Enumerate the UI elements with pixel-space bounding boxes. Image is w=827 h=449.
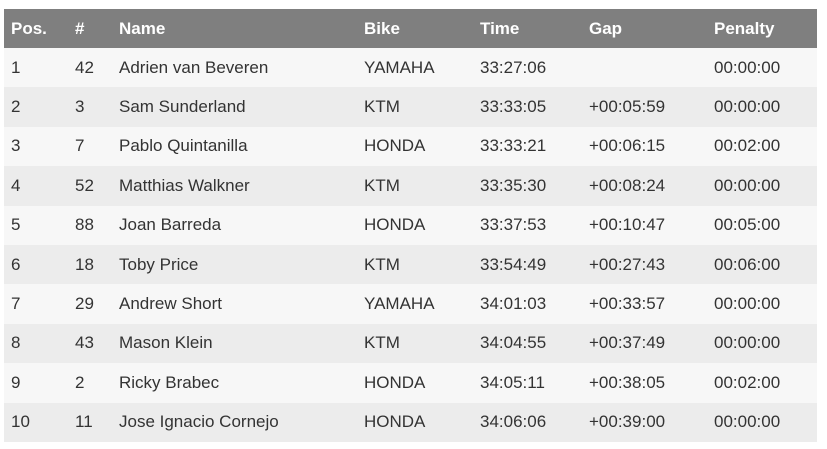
table-cell: 43 <box>68 323 112 364</box>
table-cell: 33:54:49 <box>473 244 582 285</box>
results-table: Pos. # Name Bike Time Gap Penalty 1 42 Adrien va… <box>4 9 817 442</box>
header-cell: Gap <box>582 9 707 48</box>
table-cell: +00:38:05 <box>582 363 707 403</box>
table-cell: 33:27:06 <box>473 48 582 88</box>
table-cell: YAMAHA <box>357 284 473 324</box>
table-cell: 00:00:00 <box>707 87 817 127</box>
table-cell: 00:05:00 <box>707 205 817 245</box>
table-cell: 42 <box>68 48 112 88</box>
table-cell: 00:00:00 <box>707 323 817 364</box>
table-row: 7 29 Andrew Short YAMAHA 34:01:03 +00:33:57 00… <box>4 284 817 324</box>
table-cell: Toby Price <box>112 244 357 285</box>
table-cell: 00:00:00 <box>707 166 817 206</box>
empty-cell <box>582 48 707 88</box>
table-cell: 52 <box>68 166 112 206</box>
table-cell: KTM <box>357 166 473 206</box>
table-cell: 8 <box>4 323 68 364</box>
table-row: 4 52 Matthias Walkner KTM 33:35:30 +00:08:24 0… <box>4 166 817 206</box>
table-cell: 34:04:55 <box>473 323 582 364</box>
table-cell: KTM <box>357 323 473 364</box>
header-cell: # <box>68 9 112 48</box>
table-row: 2 3 Sam Sunderland KTM 33:33:05 +00:05:59 00:0… <box>4 87 817 127</box>
table-row: 5 88 Joan Barreda HONDA 33:37:53 +00:10:47 00:… <box>4 205 817 245</box>
table-cell: YAMAHA <box>357 48 473 88</box>
table-cell: 00:00:00 <box>707 48 817 88</box>
table-cell: 29 <box>68 284 112 324</box>
table-cell: +00:05:59 <box>582 87 707 127</box>
table-cell: 34:01:03 <box>473 284 582 324</box>
table-cell: HONDA <box>357 402 473 442</box>
table-cell: 88 <box>68 205 112 245</box>
table-cell: 33:37:53 <box>473 205 582 245</box>
table-cell: 18 <box>68 244 112 285</box>
table-cell: 00:00:00 <box>707 284 817 324</box>
table-cell: Joan Barreda <box>112 205 357 245</box>
table-cell: +00:08:24 <box>582 166 707 206</box>
table-cell: Andrew Short <box>112 284 357 324</box>
table-row: 6 18 Toby Price KTM 33:54:49 +00:27:43 00:06:0… <box>4 244 817 285</box>
table-cell: 9 <box>4 363 68 403</box>
table-cell: 00:06:00 <box>707 244 817 285</box>
table-cell: 34:06:06 <box>473 402 582 442</box>
header-cell: Bike <box>357 9 473 48</box>
table-cell: 4 <box>4 166 68 206</box>
table-cell: 00:00:00 <box>707 402 817 442</box>
table-cell: 00:02:00 <box>707 126 817 167</box>
table-row: 10 11 Jose Ignacio Cornejo HONDA 34:06:06 +00… <box>4 402 817 442</box>
table-row: 8 43 Mason Klein KTM 34:04:55 +00:37:49 00:00:… <box>4 323 817 364</box>
table-row: 1 42 Adrien van Beveren YAMAHA 33:27:06 00:00… <box>4 48 817 88</box>
table-cell: 33:35:30 <box>473 166 582 206</box>
table-cell: 1 <box>4 48 68 88</box>
table-cell: 3 <box>68 87 112 127</box>
header-cell: Time <box>473 9 582 48</box>
table-cell: 5 <box>4 205 68 245</box>
table-cell: +00:33:57 <box>582 284 707 324</box>
table-body: 1 42 Adrien van Beveren YAMAHA 33:27:06 00:00… <box>4 48 817 442</box>
table-cell: Ricky Brabec <box>112 363 357 403</box>
table-cell: +00:06:15 <box>582 126 707 167</box>
table-row: 3 7 Pablo Quintanilla HONDA 33:33:21 +00:06:1… <box>4 126 817 167</box>
table-cell: 00:02:00 <box>707 363 817 403</box>
table-cell: 34:05:11 <box>473 363 582 403</box>
table-cell: 3 <box>4 126 68 167</box>
table-cell: Sam Sunderland <box>112 87 357 127</box>
table-cell: Jose Ignacio Cornejo <box>112 402 357 442</box>
table-cell: 2 <box>4 87 68 127</box>
table-cell: +00:39:00 <box>582 402 707 442</box>
header-row: Pos. # Name Bike Time Gap Penalty <box>4 9 817 48</box>
table-cell: 7 <box>68 126 112 167</box>
table-cell: 33:33:05 <box>473 87 582 127</box>
table-cell: +00:27:43 <box>582 244 707 285</box>
table-cell: Pablo Quintanilla <box>112 126 357 167</box>
table-cell: 6 <box>4 244 68 285</box>
header-cell: Name <box>112 9 357 48</box>
table-cell: KTM <box>357 87 473 127</box>
table-cell: 11 <box>68 402 112 442</box>
table-cell: 7 <box>4 284 68 324</box>
table-row: 9 2 Ricky Brabec HONDA 34:05:11 +00:38:05 00:0… <box>4 363 817 403</box>
table-header: Pos. # Name Bike Time Gap Penalty <box>4 9 817 48</box>
table-cell: 33:33:21 <box>473 126 582 167</box>
table-cell: Adrien van Beveren <box>112 48 357 88</box>
table-cell: 10 <box>4 402 68 442</box>
table-cell: 2 <box>68 363 112 403</box>
table-cell: HONDA <box>357 126 473 167</box>
table-cell: +00:37:49 <box>582 323 707 364</box>
table-cell: Mason Klein <box>112 323 357 364</box>
table-cell: +00:10:47 <box>582 205 707 245</box>
header-cell: Pos. <box>4 9 68 48</box>
table-cell: HONDA <box>357 205 473 245</box>
table-cell: KTM <box>357 244 473 285</box>
table-cell: Matthias Walkner <box>112 166 357 206</box>
table-cell: HONDA <box>357 363 473 403</box>
header-cell: Penalty <box>707 9 817 48</box>
